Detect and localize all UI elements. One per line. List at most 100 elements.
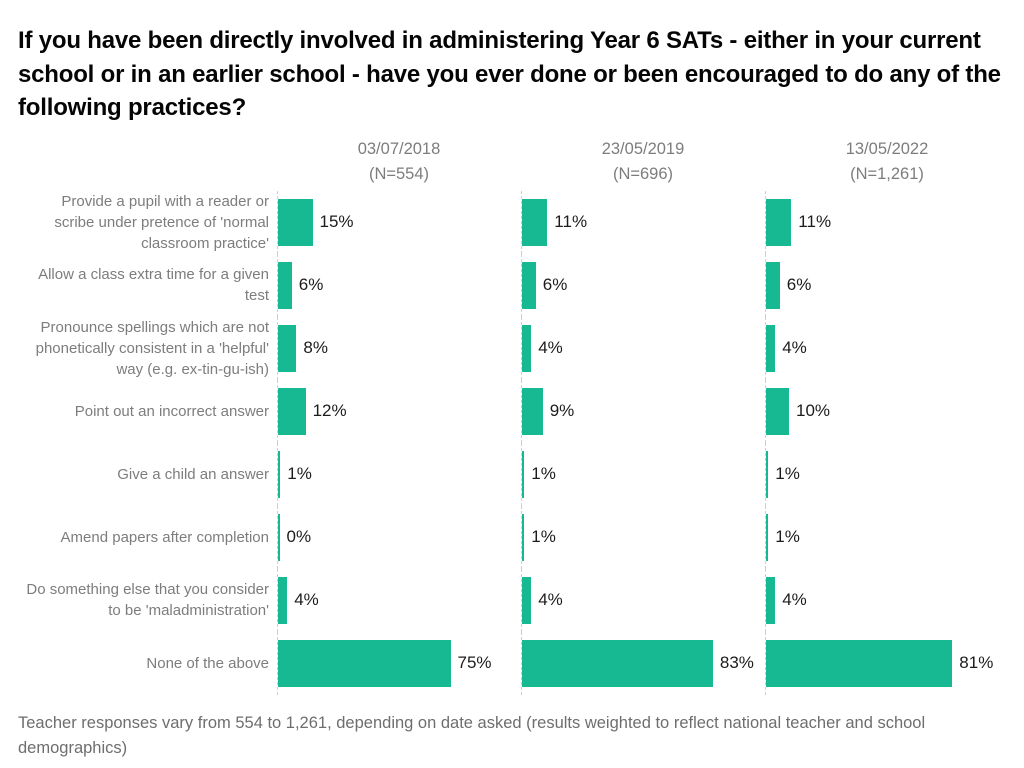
bar [766,261,780,309]
bar-cell: 8% [277,316,521,380]
chart-row: Do something else that you consider to b… [18,568,1009,632]
value-label: 4% [538,338,563,358]
value-label: 83% [719,653,754,673]
bar-cell: 15% [277,190,521,254]
row-label: None of the above [146,654,269,672]
row-label: Give a child an answer [117,465,269,483]
page-title: If you have been directly involved in ad… [18,27,1001,122]
bar [766,576,776,624]
value-label: 11% [554,212,588,232]
value-label: 10% [796,401,831,421]
bar [766,513,769,561]
value-label: 11% [798,212,832,232]
chart-row: None of the above 75% 83% 81% [18,631,1008,695]
bar-cell: 1% [765,442,1009,506]
chart-row: Amend papers after completion 0% 1% 1% [18,505,1009,569]
column-header: 03/07/2018 (N=554) [277,137,521,191]
chart-row: Pronounce spellings which are not phonet… [18,316,1009,380]
bar [522,450,525,498]
header-spacer [18,137,277,191]
bar-cell: 4% [521,568,765,632]
bar [522,387,543,435]
value-label: 12% [312,401,347,421]
footnote: Teacher responses vary from 554 to 1,261… [18,713,926,757]
bar [278,261,292,309]
chart-row: Give a child an answer 1% 1% 1% [18,442,1009,506]
value-label: 8% [303,338,328,358]
chart-row: Provide a pupil with a reader or scribe … [18,190,1009,254]
column-sample-size-label: (N=554) [368,165,430,184]
bar-cell: 4% [765,568,1009,632]
bar-cell: 6% [277,253,521,317]
value-label: 4% [782,338,807,358]
bar-cell: 1% [521,505,765,569]
bar-cell: 12% [277,379,521,443]
column-date-label: 13/05/2022 [845,139,929,158]
value-label: 15% [319,212,354,232]
chart-header-row: 03/07/2018 (N=554) 23/05/2019 (N=696) 13/05/… [18,137,1008,191]
column-date-label: 23/05/2019 [601,139,685,158]
bar-cell: 9% [521,379,765,443]
value-label: 1% [531,464,556,484]
bar-cell: 4% [277,568,521,632]
column-sample-size-label: (N=1,261) [850,165,924,184]
value-label: 6% [542,275,568,295]
row-label: Point out an incorrect answer [74,402,269,420]
bar-cell: 1% [521,442,765,506]
column-sample-size-label: (N=696) [612,165,674,184]
chart-row: Point out an incorrect answer 12% 9% 10% [18,379,1009,443]
row-label: Provide a pupil with a reader or scribe … [54,192,269,252]
value-label: 1% [287,464,312,484]
row-label: Allow a class extra time for a given tes… [38,266,269,305]
bar [522,324,532,372]
value-label: 6% [786,275,812,295]
bar [522,261,536,309]
value-label: 1% [531,527,556,547]
row-label: Amend papers after completion [60,528,269,546]
value-label: 81% [959,653,994,673]
bar-cell: 4% [765,316,1009,380]
value-label: 0% [286,527,312,547]
bar-cell: 1% [765,505,1009,569]
bar-cell: 83% [521,631,765,695]
bar [278,513,280,561]
bar [766,324,776,372]
bar [522,576,532,624]
value-label: 4% [782,590,807,610]
value-label: 4% [294,590,319,610]
column-header: 23/05/2019 (N=696) [521,137,765,191]
bar-cell: 0% [277,505,521,569]
bar [278,198,313,246]
chart-row: Allow a class extra time for a given tes… [18,253,1009,317]
bar [278,387,306,435]
value-label: 1% [775,527,800,547]
bar [278,450,281,498]
bar-cell: 6% [521,253,765,317]
bar-cell: 75% [277,631,521,695]
bar [766,198,792,246]
bar-cell: 10% [765,379,1009,443]
value-label: 9% [549,401,575,421]
bar-cell: 11% [521,190,765,254]
bar-cell: 1% [277,442,521,506]
grouped-bar-chart: 03/07/2018 (N=554) 23/05/2019 (N=696) 13/05/… [18,137,1008,695]
bar-cell: 6% [765,253,1009,317]
bar [522,513,525,561]
value-label: 4% [538,590,563,610]
row-label: Do something else that you consider to b… [26,581,269,620]
bar [278,324,297,372]
row-label: Pronounce spellings which are not phonet… [35,318,269,378]
bar [278,576,288,624]
value-label: 1% [775,464,800,484]
bar [766,450,769,498]
column-date-label: 03/07/2018 [357,139,441,158]
value-label: 6% [298,275,324,295]
chart-rows: Provide a pupil with a reader or scribe … [18,190,1009,695]
value-label: 75% [457,653,492,673]
bar-cell: 4% [521,316,765,380]
bar [522,198,548,246]
bar [766,639,953,687]
bar [278,639,451,687]
bar-cell: 11% [765,190,1009,254]
